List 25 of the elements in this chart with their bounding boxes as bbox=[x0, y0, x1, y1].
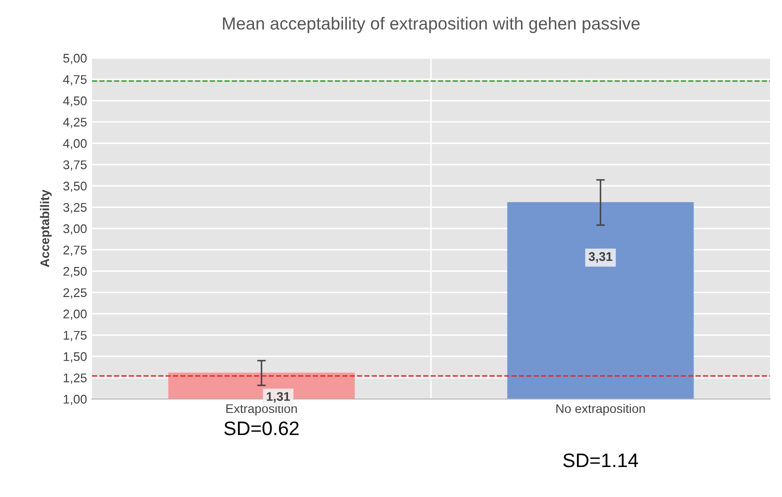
y-tick-label: 4,25 bbox=[63, 118, 87, 128]
y-tick-label: 4,00 bbox=[63, 139, 87, 150]
chart-title: Mean acceptability of extraposition with gehen passive bbox=[223, 16, 640, 34]
y-tick-label: 3,00 bbox=[63, 224, 87, 235]
y-tick-label: 3,25 bbox=[63, 202, 87, 214]
y-axis-title: Acceptability bbox=[40, 190, 52, 268]
y-tick-label: 2,50 bbox=[63, 266, 87, 278]
y-tick-label: 2,25 bbox=[63, 288, 87, 299]
y-tick-label: 1,00 bbox=[64, 394, 87, 406]
y-tick-label: 3,50 bbox=[63, 182, 87, 192]
text: SD=1.14 bbox=[563, 453, 638, 468]
y-tick-label: 5,00 bbox=[63, 54, 87, 64]
y-tick-label: 2,75 bbox=[63, 246, 87, 256]
x-tick-label: Extraposition bbox=[226, 404, 297, 416]
y-tick-label: 1,25 bbox=[64, 373, 87, 384]
y-tick-label: 4,75 bbox=[63, 75, 87, 86]
data-label: 1,31 bbox=[266, 392, 290, 403]
y-tick-label: 2,00 bbox=[63, 310, 87, 320]
x-tick-label: No extraposition bbox=[556, 404, 645, 416]
y-tick-label: 1,75 bbox=[64, 330, 87, 342]
y-tick-label: 4,50 bbox=[63, 96, 87, 107]
y-tick-label: 3,75 bbox=[63, 160, 87, 171]
text: SD=0.62 bbox=[224, 421, 299, 436]
data-label: 3,31 bbox=[588, 252, 612, 263]
y-tick-label: 1,50 bbox=[64, 352, 87, 363]
